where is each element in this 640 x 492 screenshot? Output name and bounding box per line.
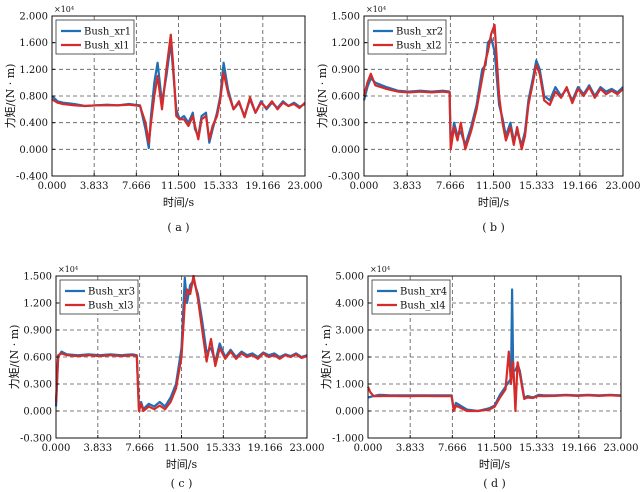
x-tick-label: 15.333 [206,443,241,454]
y-tick-label: 1.500 [23,272,52,283]
y-tick-label: -0.300 [20,434,52,445]
y-axis-label: 力矩/(N · m) [4,64,17,129]
x-tick-label: 3.833 [396,443,425,454]
x-tick-label: 7.666 [122,181,151,192]
y-tick-label: 1.600 [19,38,48,49]
y-tick-label: 0.000 [335,407,364,418]
x-tick-label: 15.333 [519,181,554,192]
legend-label: Bush_xl3 [88,301,134,312]
y-tick-label: 1.200 [19,65,48,76]
legend-box [371,279,451,315]
legend-label: Bush_xl4 [400,301,446,312]
x-tick-label: 23.000 [290,443,325,454]
legend-label: Bush_xr4 [400,287,447,298]
y-tick-label: 0.600 [23,353,52,364]
x-tick-label: 3.833 [393,181,422,192]
x-axis-label: 时间/s [166,458,198,471]
chart-panel-4: 0.000 3.833 7.666 11.500 15.333 19.166 23.000 -… [320,265,639,490]
y-axis-label: 力矩/(N · m) [316,64,329,129]
series-line-bush-xl2 [362,23,624,151]
legend-box [59,279,139,315]
legend-label: Bush_xl2 [396,41,442,52]
x-tick-label: 0.000 [42,443,71,454]
x-tick-label: 19.166 [561,443,596,454]
legend-label: Bush_xr2 [396,27,443,38]
y-tick-label: 0.000 [331,145,360,156]
chart-panel-2: 0.000 3.833 7.666 11.500 15.333 19.166 23.000 -… [316,5,640,234]
x-tick-label: 11.500 [164,443,199,454]
x-tick-label: 19.166 [245,181,280,192]
y-tick-label: 0.800 [19,92,48,103]
y-tick-label: -1.000 [332,434,364,445]
y-tick-label: 4.000 [335,299,364,310]
x-tick-label: 7.666 [438,443,467,454]
x-tick-label: 11.500 [476,181,511,192]
series-line-bush-xl1 [51,33,306,144]
x-tick-label: 3.833 [80,181,109,192]
y-tick-label: 0.900 [331,65,360,76]
y-tick-label: 5.000 [335,272,364,283]
x-tick-label: 0.000 [354,443,383,454]
y-tick-label: 0.000 [23,407,52,418]
x-axis-label: 时间/s [479,458,511,471]
y-tick-label: 2.000 [335,353,364,364]
x-axis-label: 时间/s [163,196,195,209]
y-tick-label: 1.200 [331,38,360,49]
legend-label: Bush_xr1 [84,27,131,38]
y-tick-label: 0.600 [331,92,360,103]
x-tick-label: 23.000 [604,443,639,454]
x-tick-label: 0.000 [38,181,67,192]
legend-label: Bush_xr3 [88,287,135,298]
y-scale-label: ×10⁴ [366,5,386,14]
y-tick-label: 3.000 [335,326,364,337]
x-axis-label: 时间/s [478,196,510,209]
y-tick-label: 0.300 [23,380,52,391]
x-tick-label: 11.500 [477,443,512,454]
y-tick-label: 2.000 [19,12,48,23]
panel-caption: ( d ) [483,477,506,490]
chart-panel-1: 0.000 3.833 7.666 11.500 15.333 19.166 23.000 -… [4,5,323,234]
panel-caption: ( c ) [171,477,193,490]
x-tick-label: 23.000 [606,181,640,192]
x-tick-label: 3.833 [84,443,113,454]
y-tick-label: 1.000 [335,380,364,391]
y-scale-label: ×10⁴ [370,265,390,274]
y-scale-label: ×10⁴ [54,5,74,14]
y-tick-label: -0.400 [16,172,48,183]
x-tick-label: 7.666 [125,443,154,454]
y-tick-label: 0.300 [331,118,360,129]
x-tick-label: 19.166 [248,443,283,454]
y-tick-label: 0.400 [19,118,48,129]
x-tick-label: 15.333 [203,181,238,192]
y-tick-label: 0.900 [23,326,52,337]
legend-box [367,19,447,55]
y-tick-label: 1.500 [331,12,360,23]
x-tick-label: 7.666 [436,181,465,192]
x-tick-label: 11.500 [161,181,196,192]
y-scale-label: ×10⁴ [58,265,78,274]
chart-panel-3: 0.000 3.833 7.666 11.500 15.333 19.166 23.000 -… [8,265,325,490]
y-tick-label: -0.300 [328,172,360,183]
x-tick-label: 23.000 [288,181,323,192]
x-tick-label: 0.000 [350,181,379,192]
y-axis-label: 力矩/(N · m) [8,325,21,390]
panel-caption: ( a ) [167,221,189,234]
x-tick-label: 15.333 [519,443,554,454]
y-tick-label: 1.200 [23,299,52,310]
panel-caption: ( b ) [482,221,505,234]
y-tick-label: 0.000 [19,145,48,156]
x-tick-label: 19.166 [562,181,597,192]
series-line-bush-xl3 [54,274,308,413]
legend-label: Bush_xl1 [84,41,130,52]
series-line-bush-xl4 [366,350,622,413]
legend-box [55,19,135,55]
y-axis-label: 力矩/(N · m) [320,325,333,390]
